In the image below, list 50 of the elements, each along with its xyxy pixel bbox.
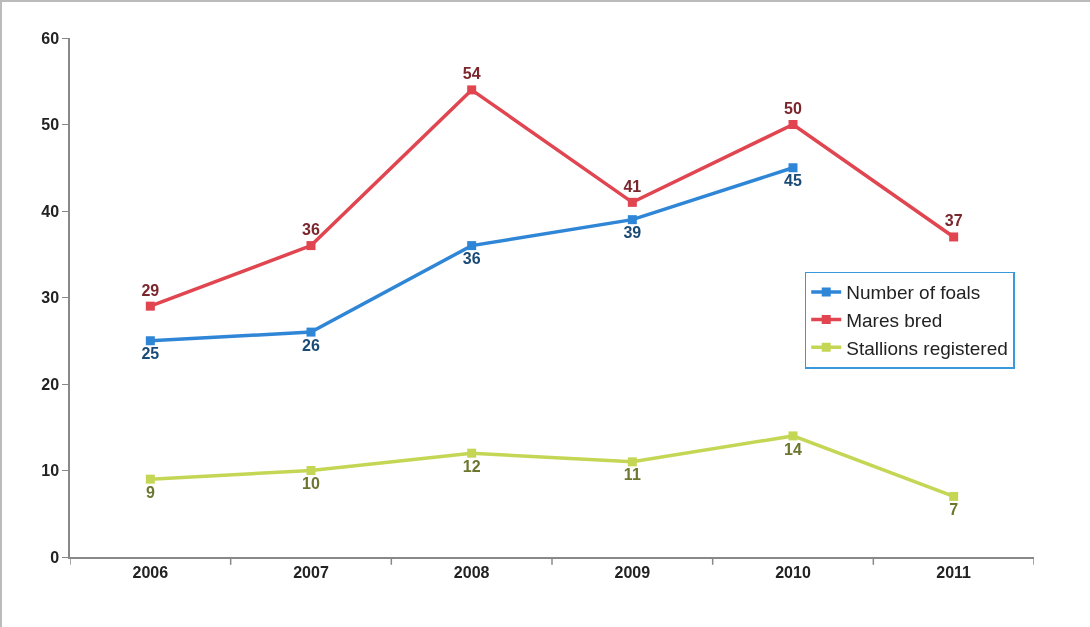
legend-label: Number of foals	[846, 282, 981, 304]
data-label: 26	[302, 336, 320, 354]
point	[467, 448, 477, 458]
data-label: 7	[949, 501, 959, 519]
legend-label: Stallions registered	[846, 337, 1008, 359]
data-label: 9	[145, 483, 155, 501]
point	[788, 120, 798, 129]
data-label: 25	[141, 345, 160, 363]
point	[306, 241, 316, 251]
point	[467, 241, 477, 251]
data-label: 14	[784, 440, 802, 458]
data-label: 39	[623, 224, 642, 242]
point	[949, 491, 959, 501]
x-tick-label: 2006	[132, 563, 169, 581]
point	[467, 85, 477, 95]
data-label: 12	[462, 457, 481, 475]
legend-label: Mares bred	[846, 310, 943, 332]
data-label: 36	[302, 220, 320, 238]
y-tick-label: 40	[41, 202, 60, 220]
data-label: 41	[623, 177, 642, 195]
point	[627, 215, 637, 225]
point	[788, 163, 798, 173]
point	[788, 431, 798, 441]
y-tick-label: 20	[41, 375, 60, 393]
y-tick-label: 50	[41, 116, 60, 134]
point	[306, 466, 316, 475]
data-label: 50	[784, 99, 802, 117]
x-tick-label: 2009	[614, 563, 651, 581]
point	[627, 197, 637, 207]
point	[306, 327, 316, 337]
x-tick-label: 2008	[453, 563, 490, 581]
x-tick-label: 2007	[293, 563, 329, 581]
data-label: 45	[784, 172, 802, 190]
y-tick-label: 10	[41, 462, 60, 480]
y-tick-label: 30	[41, 289, 60, 307]
data-label: 29	[141, 281, 160, 299]
data-label: 10	[302, 475, 320, 493]
point	[949, 232, 959, 242]
data-label: 54	[462, 65, 481, 83]
point	[627, 457, 637, 467]
y-tick-label: 0	[50, 548, 60, 566]
point	[145, 336, 155, 346]
data-label: 36	[462, 250, 481, 268]
y-tick-label: 60	[41, 29, 60, 47]
data-label: 37	[944, 212, 963, 230]
point	[145, 474, 155, 484]
data-label: 11	[623, 466, 641, 484]
x-tick-label: 2011	[936, 563, 972, 581]
point	[145, 301, 155, 311]
x-tick-label: 2010	[775, 563, 811, 581]
